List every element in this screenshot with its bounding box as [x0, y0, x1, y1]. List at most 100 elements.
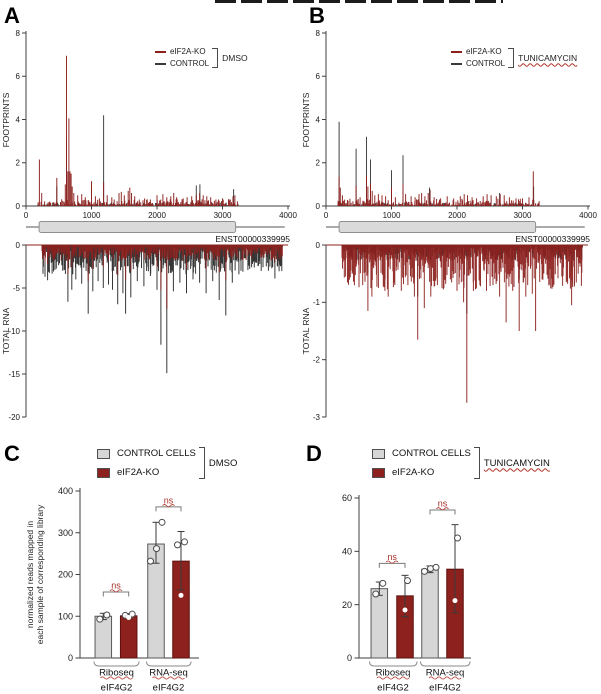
svg-text:eIF4G2: eIF4G2	[429, 683, 461, 694]
panel-b-footprints-plot: 0 2 4 6 8 0 1000 2000 3000 4000 FOOTPRINTS	[301, 29, 597, 220]
legend-panel-c: CONTROL CELLS eIF2A-KO DMSO	[97, 447, 237, 479]
legend-d-bracket	[473, 447, 480, 479]
legend-d-ko-label: eIF2A-KO	[392, 467, 435, 478]
legend-a-rows: eIF2A-KO CONTROL	[155, 47, 209, 68]
legend-c-rows: CONTROL CELLS eIF2A-KO	[97, 448, 196, 478]
eif2a-ko-swatch	[97, 467, 110, 478]
svg-text:normalized reads mapped in: normalized reads mapped in	[25, 521, 35, 629]
cropped-title-fragment	[215, 0, 503, 3]
eif2a-ko-line-swatch	[451, 50, 462, 53]
svg-text:0: 0	[316, 241, 321, 250]
svg-text:20: 20	[342, 600, 352, 610]
legend-c-bracket	[198, 447, 205, 479]
svg-text:-5: -5	[13, 284, 21, 293]
control-line-swatch	[451, 62, 462, 65]
svg-text:4000: 4000	[279, 211, 297, 220]
svg-text:0: 0	[16, 241, 21, 250]
svg-text:ENST00000339995: ENST00000339995	[215, 234, 290, 244]
legend-a-row-control: CONTROL	[155, 59, 209, 68]
condition-label-tunicamycin-b: TUNICAMYCIN	[518, 52, 578, 63]
svg-text:Riboseq: Riboseq	[99, 668, 134, 679]
svg-text:60: 60	[342, 493, 352, 503]
svg-text:3000: 3000	[214, 211, 232, 220]
svg-text:RNA-seq: RNA-seq	[149, 668, 188, 679]
legend-b-rows: eIF2A-KO CONTROL	[451, 47, 505, 68]
legend-panel-b: eIF2A-KO CONTROL TUNICAMYCIN	[451, 47, 577, 68]
legend-c-row-control: CONTROL CELLS	[97, 448, 196, 459]
svg-text:8: 8	[316, 29, 321, 38]
svg-text:0: 0	[68, 653, 73, 663]
legend-a-bracket	[212, 47, 219, 68]
svg-text:-3: -3	[313, 413, 321, 422]
svg-text:-2: -2	[313, 355, 321, 364]
eif2a-ko-swatch	[372, 467, 385, 478]
panel-a-total-rna-plot: 0 -5 -10 -15 -20 TOTAL RNA	[1, 241, 288, 422]
legend-c-row-ko: eIF2A-KO	[97, 467, 196, 478]
legend-b-row-ko: eIF2A-KO	[451, 47, 505, 56]
condition-label-dmso-a: DMSO	[222, 52, 248, 63]
panel-d-label: D	[306, 441, 322, 466]
svg-text:4000: 4000	[579, 211, 597, 220]
svg-text:Riboseq: Riboseq	[376, 668, 411, 679]
svg-text:200: 200	[58, 570, 73, 580]
legend-c-ko-label: eIF2A-KO	[117, 467, 160, 478]
svg-text:6: 6	[316, 72, 321, 81]
svg-text:2: 2	[316, 159, 321, 168]
svg-text:4: 4	[316, 115, 321, 124]
svg-text:RNA-seq: RNA-seq	[426, 668, 465, 679]
panel-b-label: B	[309, 3, 325, 28]
eif2a-ko-line-swatch	[155, 50, 166, 53]
svg-text:ns: ns	[438, 499, 448, 509]
svg-text:0: 0	[316, 202, 321, 211]
svg-text:eIF4G2: eIF4G2	[101, 683, 133, 694]
panel-c-label: C	[4, 441, 20, 466]
svg-text:each sample of corresponding l: each sample of corresponding library	[35, 504, 45, 644]
legend-d-row-control: CONTROL CELLS	[372, 448, 471, 459]
legend-b-ko-label: eIF2A-KO	[466, 47, 502, 56]
svg-text:3000: 3000	[514, 211, 532, 220]
legend-panel-d: CONTROL CELLS eIF2A-KO TUNICAMYCIN	[372, 447, 550, 479]
legend-c-control-label: CONTROL CELLS	[117, 448, 196, 459]
legend-panel-a: eIF2A-KO CONTROL DMSO	[155, 47, 248, 68]
panel-a-transcript-track: ENST00000339995	[26, 221, 290, 244]
svg-text:ENST00000339995: ENST00000339995	[515, 234, 590, 244]
legend-d-row-ko: eIF2A-KO	[372, 467, 471, 478]
svg-text:0: 0	[16, 202, 21, 211]
legend-a-ko-label: eIF2A-KO	[170, 47, 206, 56]
svg-text:2: 2	[16, 159, 21, 168]
svg-text:40: 40	[342, 547, 352, 557]
svg-text:0: 0	[324, 211, 329, 220]
svg-text:8: 8	[16, 29, 21, 38]
svg-text:TOTAL RNA: TOTAL RNA	[301, 307, 311, 354]
svg-text:ns: ns	[164, 495, 174, 505]
panel-b-total-rna-plot: 0 -1 -2 -3 TOTAL RNA	[301, 241, 588, 422]
svg-text:-1: -1	[313, 298, 321, 307]
legend-a-control-label: CONTROL	[170, 59, 210, 68]
svg-text:0: 0	[24, 211, 29, 220]
svg-text:FOOTPRINTS: FOOTPRINTS	[301, 92, 311, 147]
svg-text:-20: -20	[8, 413, 20, 422]
svg-text:1000: 1000	[83, 211, 101, 220]
svg-text:2000: 2000	[448, 211, 466, 220]
svg-text:-15: -15	[8, 370, 20, 379]
legend-b-row-control: CONTROL	[451, 59, 505, 68]
legend-a-row-ko: eIF2A-KO	[155, 47, 209, 56]
panel-a-footprints-plot: 0 2 4 6 8 0 1000 2000 3000 4000 FOOTPRINTS	[1, 29, 297, 220]
svg-text:ns: ns	[387, 552, 397, 562]
svg-text:FOOTPRINTS: FOOTPRINTS	[1, 92, 11, 147]
svg-text:0: 0	[347, 653, 352, 663]
legend-b-control-label: CONTROL	[466, 59, 506, 68]
svg-text:ns: ns	[111, 581, 121, 591]
legend-d-control-label: CONTROL CELLS	[392, 448, 471, 459]
panel-b-transcript-track: ENST00000339995	[326, 221, 590, 244]
panel-d-bar-chart: 0 20 40 60 ns Riboseq eIF4G2 ns RNA-seq eIF4G2	[342, 493, 471, 694]
legend-d-rows: CONTROL CELLS eIF2A-KO	[372, 448, 471, 478]
svg-text:TOTAL RNA: TOTAL RNA	[1, 307, 11, 354]
svg-text:1000: 1000	[383, 211, 401, 220]
control-line-swatch	[155, 62, 166, 65]
svg-text:100: 100	[58, 611, 73, 621]
svg-text:6: 6	[16, 72, 21, 81]
